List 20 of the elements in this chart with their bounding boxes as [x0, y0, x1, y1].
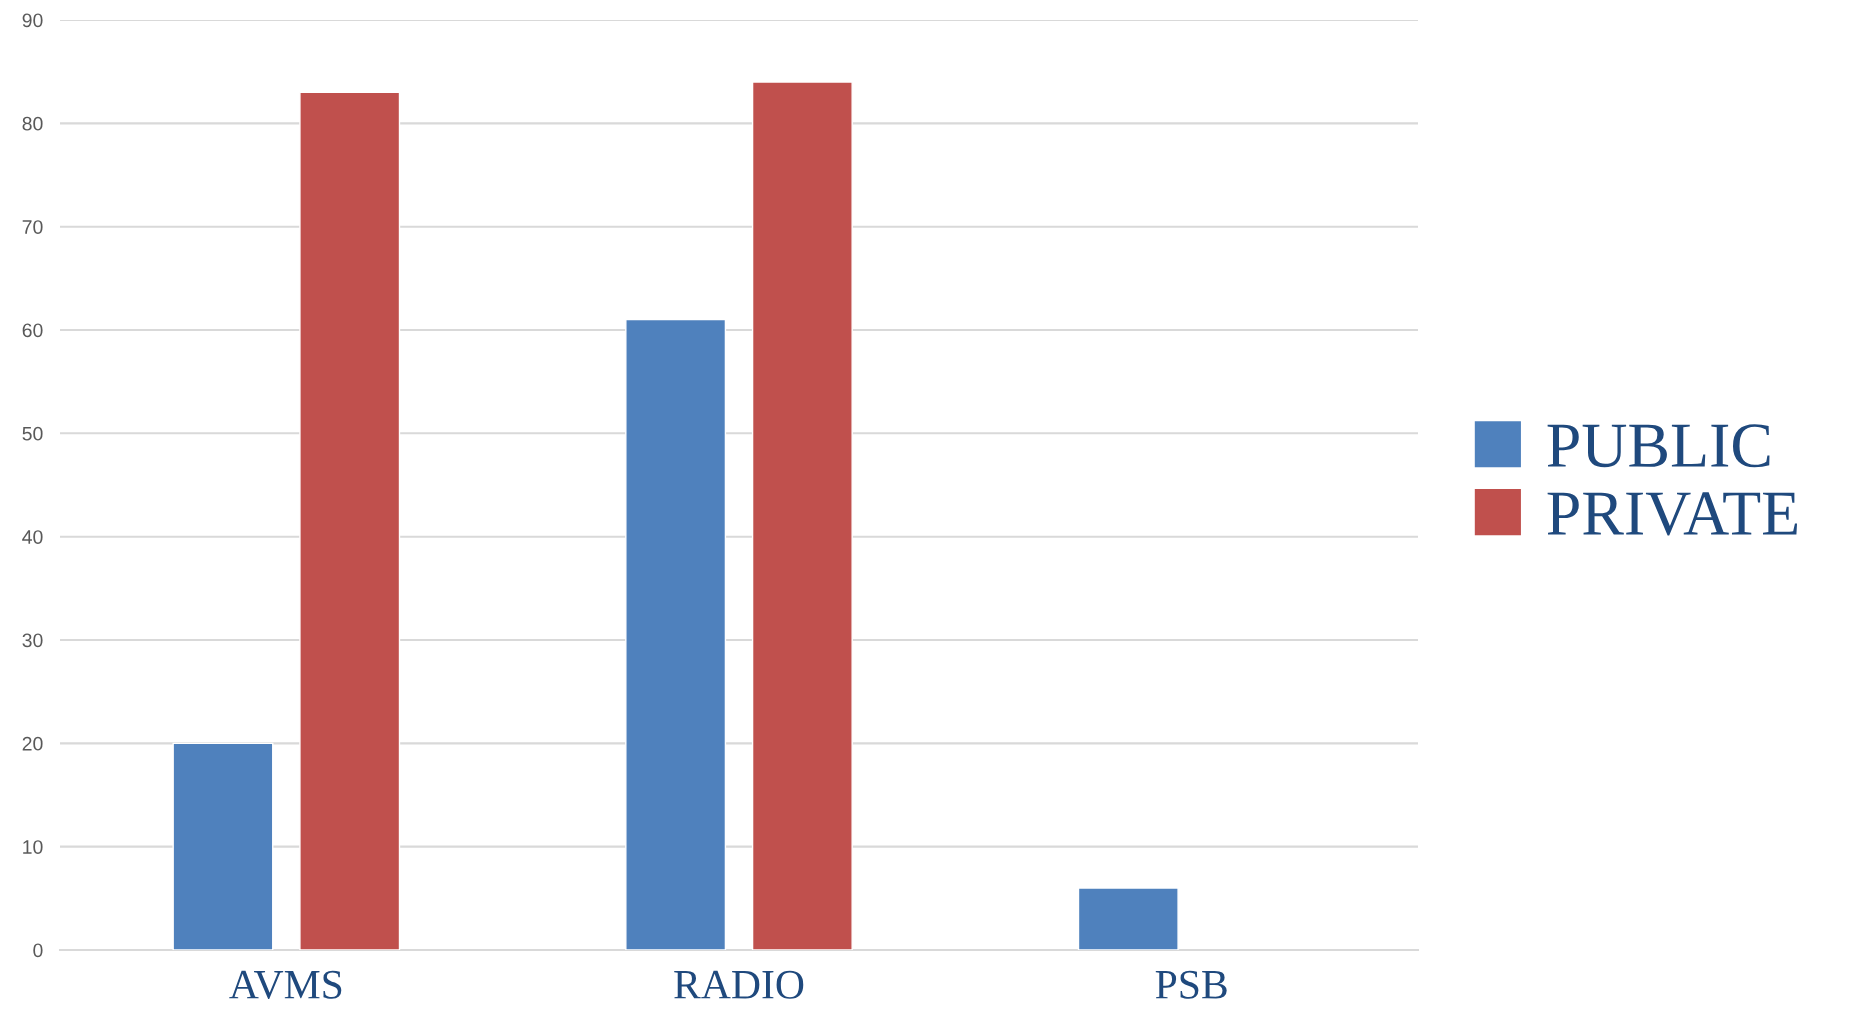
y-tick-label: 40	[22, 530, 43, 544]
y-tick-label: 80	[22, 116, 43, 131]
x-tick-label: RADIO	[674, 970, 804, 999]
y-tick-label: 10	[23, 840, 43, 854]
bar	[172, 742, 274, 950]
y-tick-label: 30	[22, 633, 43, 648]
y-tick-label: 90	[22, 13, 43, 28]
x-tick-label: AVMS	[229, 970, 342, 999]
bar	[1077, 887, 1179, 950]
legend-label: PUBLIC	[1547, 424, 1770, 468]
y-tick-label: 20	[22, 736, 43, 751]
bar	[299, 91, 401, 950]
legend-label: PRIVATE	[1547, 492, 1798, 536]
y-tick-label: 70	[22, 220, 43, 234]
y-tick-label: 50	[22, 426, 43, 441]
bar	[751, 81, 853, 950]
y-tick-label: 0	[33, 943, 43, 958]
bar	[625, 318, 727, 950]
x-tick-label: PSB	[1155, 970, 1227, 999]
y-tick-label: 60	[22, 323, 43, 338]
